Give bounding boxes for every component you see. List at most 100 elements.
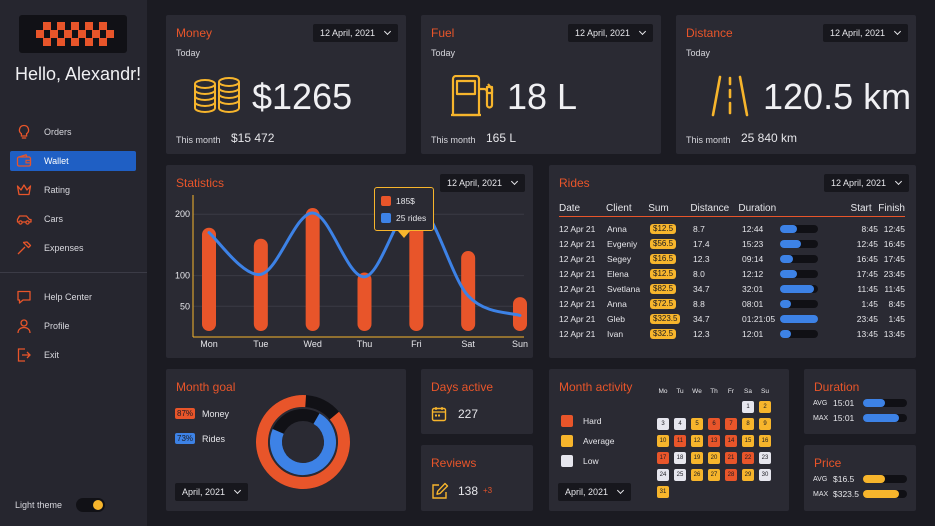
table-row[interactable]: 12 Apr 21 Ivan $32.5 12.3 12:01 13:45 13:45 xyxy=(559,326,905,341)
table-row[interactable]: 12 Apr 21 Anna $72.5 8.8 08:01 1:45 8:45 xyxy=(559,296,905,311)
bar-mon[interactable] xyxy=(202,227,216,331)
date-text: 12 April, 2021 xyxy=(447,178,503,188)
activity-date-select[interactable]: April, 2021 xyxy=(558,483,632,501)
ride-duration-bar xyxy=(780,284,818,293)
reviews-delta: +3 xyxy=(483,486,493,495)
calendar-day[interactable]: 10 xyxy=(657,435,669,447)
calendar-day[interactable]: 15 xyxy=(742,435,754,447)
statistics-date-select[interactable]: 12 April, 2021 xyxy=(440,174,526,192)
calendar-day[interactable]: 12 xyxy=(691,435,703,447)
rides-line xyxy=(207,202,522,318)
calendar-day[interactable]: 23 xyxy=(759,452,771,464)
table-row[interactable]: 12 Apr 21 Evgeniy $56.5 17.4 15:23 12:45 16:45 xyxy=(559,236,905,251)
ride-duration-fill xyxy=(780,224,797,233)
price-card: Price AVG $16.5 MAX $323.5 xyxy=(804,445,916,511)
duration-label: AVG xyxy=(813,399,828,407)
nav-label: Orders xyxy=(44,127,72,137)
calendar-day[interactable]: 14 xyxy=(725,435,737,447)
ride-client: Segey xyxy=(607,253,632,264)
days-active-title: Days active xyxy=(431,380,494,394)
weekday-label: Tu xyxy=(676,388,684,395)
fuel-date-select[interactable]: 12 April, 2021 xyxy=(568,24,654,42)
month-activity-card: Month activity Hard Average Low April, 202… xyxy=(549,369,789,511)
bar-sat[interactable] xyxy=(461,251,476,331)
calendar-day[interactable]: 30 xyxy=(759,469,771,481)
greeting: Hello, Alexandr! xyxy=(15,64,142,84)
ride-client: Elena xyxy=(607,268,629,279)
calendar-day[interactable]: 8 xyxy=(742,418,754,430)
calendar-day[interactable]: 6 xyxy=(708,418,720,430)
calendar-day[interactable]: 29 xyxy=(742,469,754,481)
bar-thu[interactable] xyxy=(357,272,372,331)
nav-item-orders[interactable]: Orders xyxy=(10,122,136,142)
calendar-day[interactable]: 22 xyxy=(742,452,754,464)
calendar-day[interactable]: 25 xyxy=(674,469,686,481)
goal-date-select[interactable]: April, 2021 xyxy=(175,483,249,501)
x-tick-label: Fri xyxy=(411,339,422,349)
calendar-day[interactable]: 11 xyxy=(674,435,686,447)
nav-item-exit[interactable]: Exit xyxy=(10,345,136,365)
logo-checker-cell xyxy=(85,22,93,30)
calendar-day[interactable]: 16 xyxy=(759,435,771,447)
calendar-day[interactable]: 20 xyxy=(708,452,720,464)
nav-item-help-center[interactable]: Help Center xyxy=(10,287,136,307)
ride-duration-fill xyxy=(780,239,801,248)
calendar-day[interactable]: 5 xyxy=(691,418,703,430)
calendar-day[interactable]: 18 xyxy=(674,452,686,464)
table-row[interactable]: 12 Apr 21 Segey $16.5 12.3 09:14 16:45 17:45 xyxy=(559,251,905,266)
statistics-title: Statistics xyxy=(176,176,225,190)
table-row[interactable]: 12 Apr 21 Anna $12.5 8.7 12:44 8:45 12:45 xyxy=(559,221,905,236)
reviews-value: 138 xyxy=(458,484,479,498)
duration-fill xyxy=(863,399,885,407)
calendar-day[interactable]: 4 xyxy=(674,418,686,430)
goal-rides-label: Rides xyxy=(202,433,226,444)
calendar-day[interactable]: 1 xyxy=(742,401,754,413)
date-text: 12 April, 2021 xyxy=(830,28,886,38)
nav-item-cars[interactable]: Cars xyxy=(10,209,136,229)
calendar-day[interactable]: 21 xyxy=(725,452,737,464)
user-icon xyxy=(15,317,33,335)
bar-tue[interactable] xyxy=(253,238,268,331)
calendar-day[interactable]: 27 xyxy=(708,469,720,481)
sidebar: Hello, Alexandr! Orders Wallet Rating Ca… xyxy=(0,0,147,526)
table-row[interactable]: 12 Apr 21 Svetlana $82.5 34.7 32:01 11:45 11:4… xyxy=(559,281,905,296)
chevron-down-icon xyxy=(894,27,902,35)
theme-toggle[interactable] xyxy=(76,498,105,512)
ride-distance: 12.3 xyxy=(693,253,710,264)
ride-finish: 17:45 xyxy=(883,253,905,264)
calendar-day[interactable]: 3 xyxy=(657,418,669,430)
calendar-day[interactable]: 9 xyxy=(759,418,771,430)
ride-finish: 23:45 xyxy=(883,268,905,279)
calendar-day[interactable]: 31 xyxy=(657,486,669,498)
theme-label: Light theme xyxy=(15,500,63,510)
nav-item-expenses[interactable]: Expenses xyxy=(10,238,136,258)
bar-wed[interactable] xyxy=(305,208,320,331)
table-row[interactable]: 12 Apr 21 Gleb $323.5 34.7 01:21:05 23:45 1:45 xyxy=(559,311,905,326)
calendar-day[interactable]: 19 xyxy=(691,452,703,464)
distance-date-select[interactable]: 12 April, 2021 xyxy=(823,24,909,42)
money-date-select[interactable]: 12 April, 2021 xyxy=(313,24,399,42)
logo-checker-cell xyxy=(64,30,72,38)
bar-fri[interactable] xyxy=(409,223,424,331)
duration-value: 15:01 xyxy=(833,398,855,408)
ride-duration: 08:01 xyxy=(742,298,764,309)
calendar-day[interactable]: 26 xyxy=(691,469,703,481)
calendar-day[interactable]: 7 xyxy=(725,418,737,430)
nav-item-wallet[interactable]: Wallet xyxy=(10,151,136,171)
calendar-day[interactable]: 24 xyxy=(657,469,669,481)
ride-sum-cell: $32.5 xyxy=(650,328,693,339)
ride-start: 11:45 xyxy=(857,283,878,294)
nav-item-rating[interactable]: Rating xyxy=(10,180,136,200)
ride-date: 12 Apr 21 xyxy=(559,253,596,264)
calendar-day[interactable]: 28 xyxy=(725,469,737,481)
calendar-day[interactable]: 2 xyxy=(759,401,771,413)
rides-date-select[interactable]: 12 April, 2021 xyxy=(824,174,910,192)
table-row[interactable]: 12 Apr 21 Elena $12.5 8.0 12:12 17:45 23:45 xyxy=(559,266,905,281)
calendar-day[interactable]: 17 xyxy=(657,452,669,464)
ride-sum: $16.5 xyxy=(650,254,677,264)
chevron-down-icon xyxy=(616,486,625,494)
nav-item-profile[interactable]: Profile xyxy=(10,316,136,336)
ride-sum-cell: $323.5 xyxy=(650,313,693,324)
activity-calendar: Mo Tu We Th Fr Sa Su 1 2 3 4 5 6 7 8 9 10 11 12 13 14 15 16 17 1… xyxy=(657,387,777,507)
calendar-day[interactable]: 13 xyxy=(708,435,720,447)
